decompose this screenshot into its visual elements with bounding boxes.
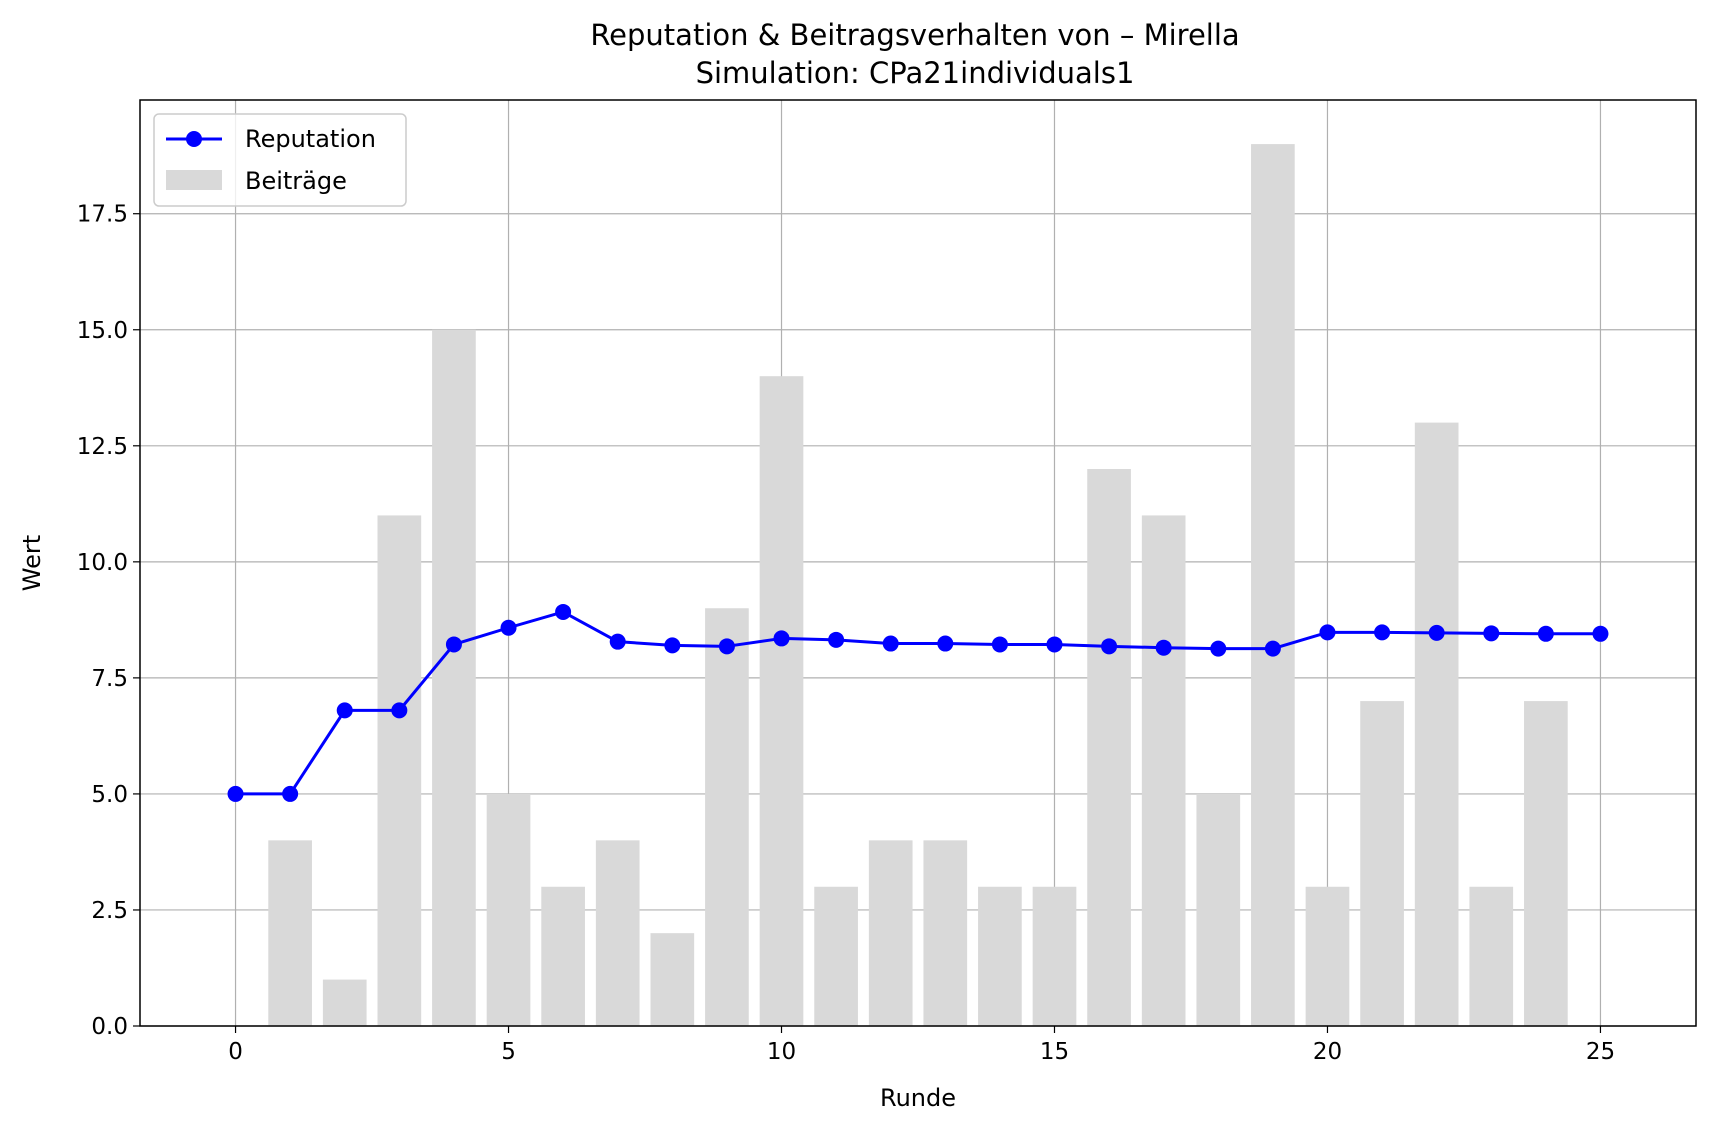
- contribution-bar: [595, 840, 640, 1026]
- reputation-point: [609, 633, 626, 650]
- contribution-bar: [868, 840, 913, 1026]
- reputation-point: [1264, 640, 1281, 657]
- reputation-point: [500, 619, 517, 636]
- contribution-bar: [650, 933, 695, 1026]
- reputation-point: [555, 603, 572, 620]
- contribution-bar: [1087, 469, 1131, 1026]
- reputation-point: [1592, 625, 1609, 642]
- y-tick-label: 7.5: [91, 666, 128, 692]
- y-tick-label: 17.5: [77, 202, 128, 228]
- contribution-bar: [759, 376, 804, 1027]
- reputation-point: [773, 630, 790, 647]
- legend-reputation-marker: [186, 131, 202, 147]
- x-axis-ticks: 0 5 10 15 20 25: [228, 1026, 1615, 1065]
- y-tick-label: 0.0: [91, 1014, 128, 1040]
- reputation-point: [1101, 638, 1118, 655]
- y-axis-ticks: 0.0 2.5 5.0 7.5 10.0 12.5 15.0 17.5: [77, 202, 140, 1040]
- reputation-point: [828, 631, 845, 648]
- contribution-bar: [978, 886, 1022, 1026]
- legend: Reputation Beiträge: [153, 113, 407, 207]
- reputation-point: [937, 635, 954, 652]
- reputation-point: [1537, 625, 1554, 642]
- y-tick-label: 15.0: [77, 318, 128, 344]
- reputation-point: [1374, 624, 1391, 641]
- x-tick-label: 0: [228, 1039, 243, 1065]
- reputation-point: [991, 636, 1008, 653]
- contribution-bar: [923, 840, 968, 1026]
- contributions-bars: [268, 144, 1568, 1027]
- y-tick-label: 5.0: [91, 782, 128, 808]
- contribution-bar: [322, 979, 367, 1026]
- reputation-point: [1046, 636, 1063, 653]
- chart-title: Reputation & Beitragsverhalten von – Mir…: [590, 18, 1239, 52]
- y-tick-label: 10.0: [77, 550, 128, 576]
- legend-contributions-swatch: [166, 170, 222, 190]
- contribution-bar: [705, 608, 749, 1026]
- plot-frame: [139, 99, 1697, 1027]
- contribution-bar: [1251, 144, 1295, 1027]
- reputation-point: [1428, 624, 1445, 641]
- x-tick-label: 25: [1586, 1039, 1615, 1065]
- reputation-point: [282, 785, 299, 802]
- contribution-bar: [541, 886, 585, 1026]
- y-tick-label: 12.5: [77, 434, 128, 460]
- reputation-point: [882, 635, 899, 652]
- contribution-bar: [1469, 886, 1514, 1026]
- y-tick-label: 2.5: [91, 898, 128, 924]
- legend-reputation-label: Reputation: [245, 125, 376, 153]
- reputation-point: [1319, 624, 1336, 641]
- reputation-point: [718, 638, 735, 655]
- y-axis-label: Wert: [18, 535, 46, 591]
- reputation-point: [664, 637, 681, 654]
- contribution-bar: [1305, 886, 1350, 1026]
- reputation-point: [1155, 639, 1172, 656]
- reputation-point: [227, 785, 244, 802]
- chart-subtitle: Simulation: CPa21individuals1: [696, 56, 1135, 90]
- contribution-bar: [1141, 515, 1186, 1026]
- reputation-point: [445, 636, 462, 653]
- reputation-point: [1483, 625, 1500, 642]
- reputation-point: [1210, 640, 1227, 657]
- reputation-polyline: [235, 610, 1601, 796]
- x-tick-label: 10: [767, 1039, 796, 1065]
- contribution-bar: [1524, 701, 1568, 1026]
- contribution-bar: [1032, 886, 1077, 1026]
- reputation-line: [227, 603, 1609, 802]
- contribution-bar: [432, 329, 476, 1026]
- reputation-point: [336, 702, 353, 719]
- legend-contributions-label: Beiträge: [245, 167, 347, 195]
- contribution-bar: [814, 886, 858, 1026]
- x-axis-label: Runde: [880, 1084, 956, 1112]
- contribution-bar: [377, 515, 422, 1026]
- contribution-bar: [1414, 422, 1459, 1026]
- contribution-bar: [268, 840, 312, 1026]
- contribution-bar: [1196, 793, 1241, 1026]
- contribution-bar: [486, 793, 531, 1026]
- x-tick-label: 5: [501, 1039, 516, 1065]
- contribution-bar: [1360, 701, 1404, 1026]
- x-tick-label: 15: [1040, 1039, 1069, 1065]
- x-tick-label: 20: [1313, 1039, 1342, 1065]
- reputation-point: [391, 702, 408, 719]
